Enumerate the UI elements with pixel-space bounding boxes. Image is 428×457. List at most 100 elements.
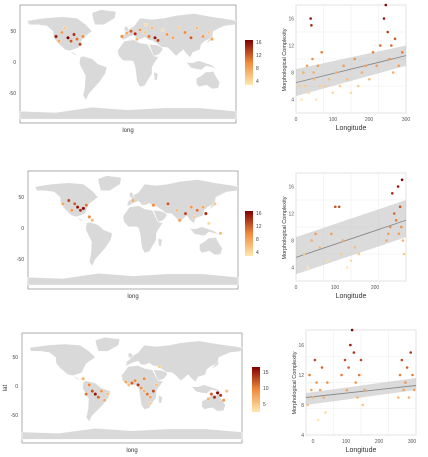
- map-point-25: [102, 398, 107, 403]
- map-y-label: lat: [3, 385, 9, 392]
- scatter-point-31: [407, 396, 411, 399]
- map-point-23: [90, 218, 95, 223]
- scatter-point-3: [311, 396, 315, 399]
- scatter-point-31: [382, 17, 386, 20]
- map-point-29: [157, 364, 162, 369]
- land-indonesia: [184, 60, 217, 71]
- map-point-13: [218, 231, 223, 236]
- map-chart-2: 50 0 -50 long 16 12 8 4: [17, 170, 262, 300]
- points-group-3: [81, 364, 229, 406]
- map-point-15: [189, 35, 193, 40]
- land-south-america: [85, 221, 113, 267]
- scatter-y-tick-16: 16: [298, 343, 304, 349]
- map-point-8: [148, 395, 153, 400]
- map-point-24: [72, 32, 76, 37]
- scatter-point-8: [337, 205, 341, 209]
- map-y-tick-0: 0: [15, 384, 18, 390]
- legend-bar-1: [245, 40, 253, 85]
- scatter-point-11: [314, 98, 318, 101]
- scatter-point-5: [307, 91, 311, 95]
- map-point-26: [60, 30, 64, 35]
- map-point-11: [165, 32, 169, 37]
- scatter-x-tick-0: 0: [295, 117, 298, 123]
- scatter-point-36: [391, 71, 395, 74]
- land-antarctica: [21, 428, 243, 440]
- scatter-y-tick-4: 4: [291, 265, 294, 271]
- land-japan: [205, 33, 214, 44]
- scatter-chart-3: 0 100 200 300 Longitude Morphological Co…: [292, 328, 417, 454]
- legend-tick-12: 12: [256, 53, 262, 59]
- land-madagascar: [158, 394, 163, 404]
- scatter-point-21: [357, 373, 361, 377]
- land-antarctica: [19, 107, 237, 120]
- map-point-3: [133, 378, 137, 383]
- map-point-22: [93, 392, 98, 396]
- map-point-3: [174, 208, 179, 213]
- legend-tick-4: 4: [256, 250, 259, 256]
- scatter-point-26: [401, 239, 405, 242]
- scatter-point-10: [341, 239, 345, 242]
- scatter-point-29: [375, 64, 378, 68]
- trend-line: [305, 385, 417, 398]
- scatter-point-8: [320, 366, 324, 369]
- scatter-point-1: [308, 373, 311, 377]
- scatter-point-13: [353, 246, 357, 249]
- scatter-point-16: [387, 232, 390, 236]
- map-y-tick-50: 50: [10, 29, 16, 35]
- scatter-x-tick-200: 200: [371, 285, 380, 291]
- map-point-25: [75, 37, 79, 41]
- map-point-17: [81, 206, 86, 211]
- scatter-point-7: [310, 24, 313, 27]
- scatter-y-tick-12: 12: [288, 43, 294, 49]
- map-point-12: [171, 35, 175, 40]
- map-point-31: [57, 39, 61, 43]
- scatter-point-32: [409, 351, 412, 354]
- map-y-tick-50: 50: [18, 195, 24, 201]
- legend-tick-16: 16: [256, 211, 262, 217]
- scatter-point-17: [389, 225, 392, 229]
- map-point-1: [151, 203, 156, 207]
- map-point-16: [218, 393, 223, 398]
- scatter-point-18: [352, 351, 356, 354]
- scatter-y-tick-8: 8: [301, 403, 304, 409]
- land-madagascar: [157, 237, 163, 247]
- land-japan: [211, 359, 220, 370]
- map-point-18: [206, 397, 211, 401]
- scatter-point-4: [318, 246, 321, 249]
- legend-tick-4: 4: [256, 79, 259, 85]
- scatter-point-32: [384, 3, 388, 7]
- map-point-16: [195, 26, 199, 30]
- scatter-point-22: [349, 91, 353, 95]
- map-point-4: [136, 383, 140, 387]
- map-point-6: [147, 34, 151, 39]
- trend-line: [295, 219, 407, 258]
- scatter-point-25: [397, 396, 400, 399]
- map-point-28: [105, 392, 110, 396]
- scatter-point-9: [339, 252, 343, 256]
- band-group-2: [296, 200, 406, 275]
- scatter-x-label: Longitude: [336, 125, 367, 132]
- land-indonesia: [189, 384, 223, 394]
- confidence-band: [296, 45, 406, 97]
- scatter-point-10: [324, 411, 327, 414]
- map-point-12: [206, 221, 211, 226]
- scatter-y-tick-8: 8: [291, 70, 294, 76]
- scatter-point-14: [357, 252, 361, 256]
- scatter-point-0: [298, 84, 301, 88]
- map-point-21: [61, 201, 65, 206]
- scatter-x-tick-100: 100: [331, 285, 340, 291]
- map-point-6: [142, 389, 147, 393]
- legend-tick-8: 8: [256, 237, 259, 243]
- land-group-1: [19, 9, 237, 120]
- map-point-23: [69, 39, 73, 43]
- map-point-14: [212, 395, 217, 400]
- scatter-point-24: [357, 84, 360, 88]
- map-point-16: [78, 208, 83, 213]
- map-point-7: [150, 26, 154, 30]
- map-point-23: [96, 395, 101, 400]
- map-point-9: [204, 211, 208, 216]
- map-point-18: [207, 30, 211, 35]
- scatter-points-group-1: [298, 3, 404, 101]
- land-central-america: [76, 216, 88, 225]
- scatter-point-28: [402, 388, 405, 392]
